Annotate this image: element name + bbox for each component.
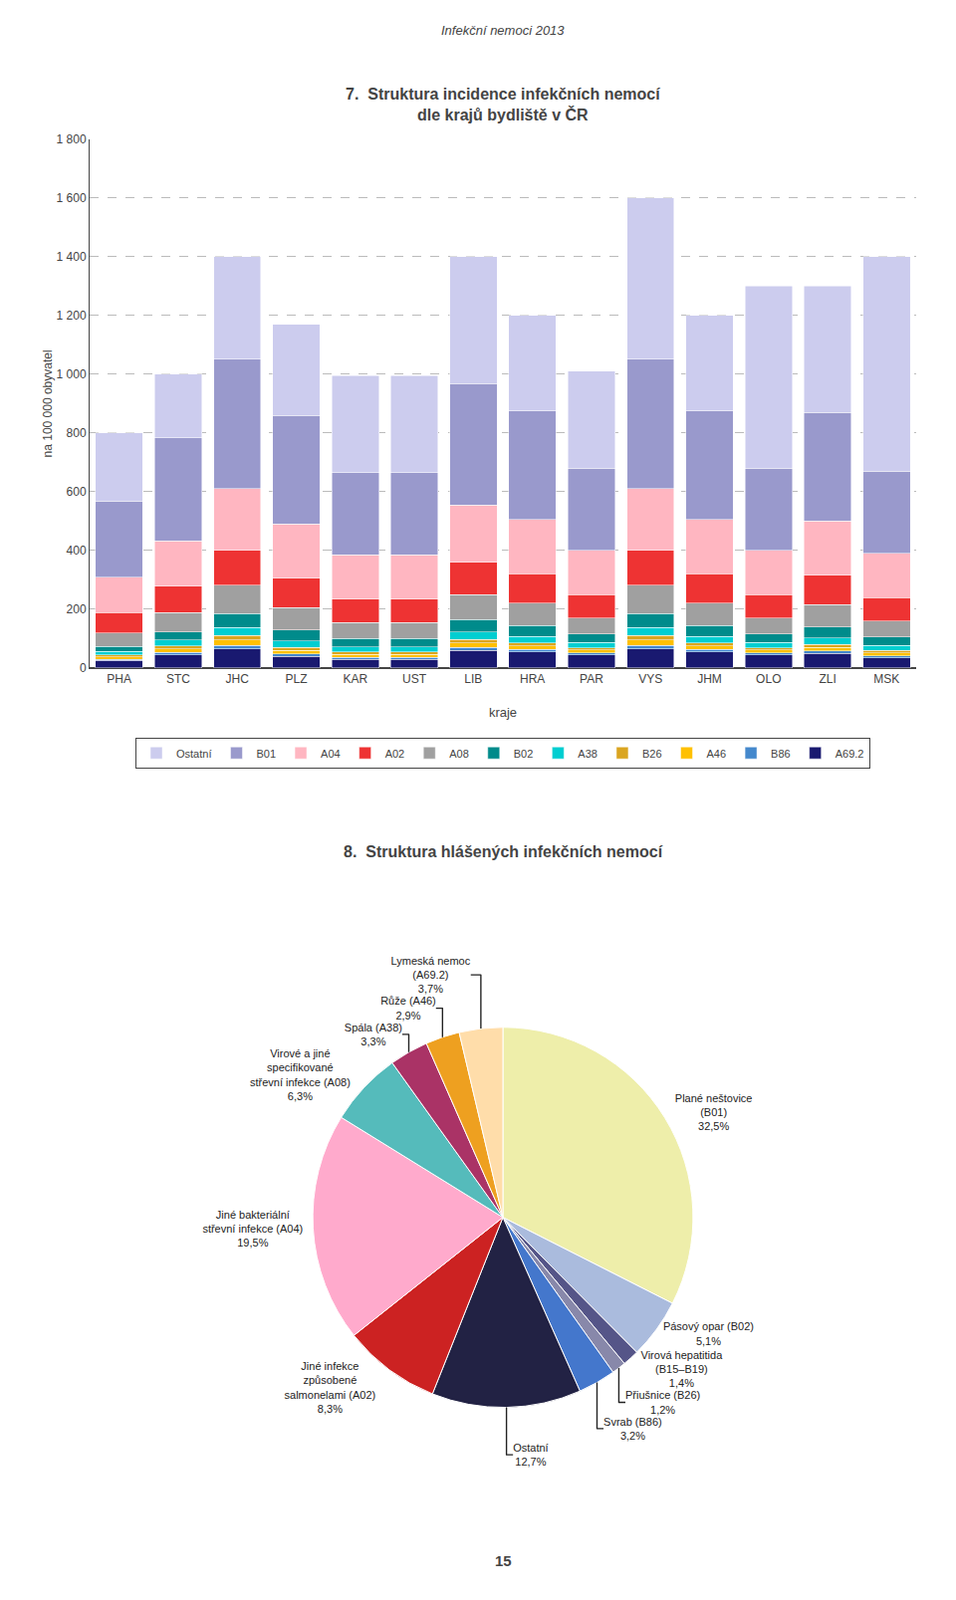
svg-text:600: 600 [66, 484, 87, 499]
svg-text:kraje: kraje [488, 705, 517, 720]
svg-text:Virová hepatitida(B15–B19)1,4%: Virová hepatitida(B15–B19)1,4% [641, 1349, 724, 1391]
svg-text:Pásový opar (B02)5,1%: Pásový opar (B02)5,1% [663, 1320, 754, 1347]
svg-text:Přiušnice (B26)1,2%: Přiušnice (B26)1,2% [625, 1389, 701, 1416]
svg-text:1 000: 1 000 [56, 367, 87, 382]
svg-text:1 800: 1 800 [56, 132, 87, 147]
svg-text:VYS: VYS [638, 672, 663, 687]
svg-text:B02: B02 [513, 747, 534, 760]
svg-text:Virové a jinéspecifikovanéstře: Virové a jinéspecifikovanéstřevní infekc… [249, 1047, 351, 1103]
svg-text:A08: A08 [449, 747, 470, 760]
svg-text:ZLI: ZLI [818, 672, 836, 687]
svg-text:Růže (A46)2,9%: Růže (A46)2,9% [380, 994, 437, 1021]
svg-text:B86: B86 [770, 747, 791, 760]
svg-text:Spála (A38)3,3%: Spála (A38)3,3% [344, 1021, 403, 1048]
svg-text:7. Struktura incidence infekč: 7. Struktura incidence infekčních nemocí… [345, 85, 661, 124]
svg-text:HRA: HRA [519, 672, 545, 687]
svg-text:0: 0 [79, 661, 87, 676]
svg-text:Ostatní12,7%: Ostatní12,7% [512, 1441, 548, 1468]
svg-text:Svrab (B86)3,2%: Svrab (B86)3,2% [603, 1416, 663, 1442]
svg-text:A38: A38 [577, 747, 598, 760]
svg-text:15: 15 [494, 1552, 512, 1570]
svg-text:Infekční nemoci 2013: Infekční nemoci 2013 [441, 22, 565, 38]
svg-text:LIB: LIB [464, 672, 482, 687]
svg-text:OLO: OLO [755, 672, 781, 687]
svg-text:STC: STC [166, 672, 191, 687]
svg-text:A46: A46 [707, 747, 727, 760]
svg-text:Lymeská nemoc(A69.2)3,7%: Lymeská nemoc(A69.2)3,7% [391, 955, 472, 996]
svg-text:Ostatní: Ostatní [176, 747, 212, 760]
svg-text:Jiné infekcezpůsobenésalmonela: Jiné infekcezpůsobenésalmonelami (A02)8,… [284, 1360, 377, 1416]
svg-text:Plané neštovice(B01)32,5%: Plané neštovice(B01)32,5% [675, 1092, 753, 1134]
svg-text:B01: B01 [255, 747, 276, 760]
svg-text:UST: UST [402, 672, 428, 687]
svg-text:MSK: MSK [873, 672, 900, 687]
svg-text:8. Struktura hlášených infekč: 8. Struktura hlášených infekčních nemocí [343, 843, 664, 861]
svg-text:Jiné bakteriálnístřevní infekc: Jiné bakteriálnístřevní infekce (A04)19,… [202, 1208, 303, 1250]
svg-text:KAR: KAR [342, 672, 368, 687]
svg-text:PLZ: PLZ [284, 672, 307, 687]
svg-text:1 600: 1 600 [56, 191, 87, 206]
svg-text:1 400: 1 400 [56, 249, 87, 264]
svg-text:JHM: JHM [697, 672, 722, 687]
svg-text:A02: A02 [385, 747, 406, 760]
svg-text:400: 400 [66, 543, 87, 558]
svg-text:A04: A04 [320, 747, 341, 760]
svg-text:B26: B26 [642, 747, 663, 760]
svg-text:PHA: PHA [106, 672, 132, 687]
svg-text:1 200: 1 200 [56, 308, 87, 323]
svg-text:A69.2: A69.2 [835, 747, 865, 760]
svg-text:na 100 000 obyvatel: na 100 000 obyvatel [40, 349, 55, 458]
svg-text:200: 200 [66, 602, 87, 617]
svg-text:PAR: PAR [579, 672, 604, 687]
svg-text:800: 800 [66, 426, 87, 441]
svg-text:JHC: JHC [226, 672, 250, 687]
